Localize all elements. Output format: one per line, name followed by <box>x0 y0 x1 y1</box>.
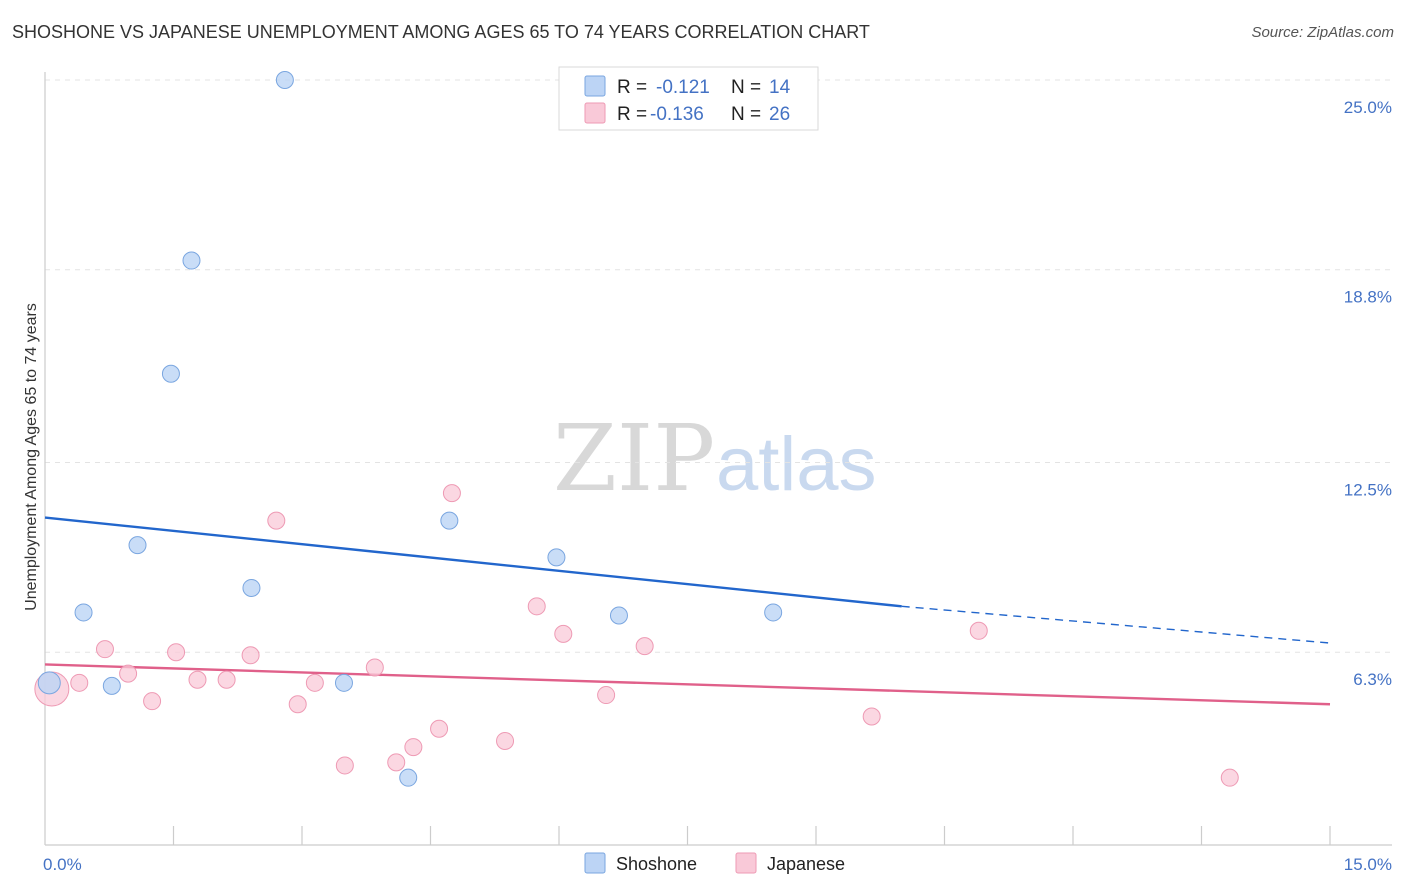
y-tick-label-1: 12.5% <box>1344 481 1392 500</box>
point-japanese-5 <box>167 643 186 662</box>
point-japanese-18 <box>496 731 515 750</box>
x-tick-label-0: 0.0% <box>43 855 82 874</box>
trendline-japanese <box>44 663 1331 706</box>
trendline-shoshone <box>44 516 902 608</box>
point-japanese-16 <box>430 719 449 738</box>
x-tick-label-1: 15.0% <box>1344 855 1392 874</box>
legend-japanese-n-value: 26 <box>769 104 790 125</box>
point-shoshone-5 <box>182 251 201 270</box>
legend-shoshone-r-value: -0.121 <box>656 77 710 98</box>
watermark-zip: ZIP <box>553 405 715 512</box>
correlation-legend: R = -0.121 N = 14 R = -0.136 N = 26 <box>558 66 819 131</box>
point-japanese-19 <box>527 597 546 616</box>
point-japanese-9 <box>267 511 286 530</box>
point-japanese-11 <box>305 673 324 692</box>
point-japanese-10 <box>288 695 307 714</box>
point-shoshone-11 <box>547 548 566 567</box>
legend-swatch-shoshone <box>584 75 606 97</box>
point-japanese-12 <box>335 756 354 775</box>
point-shoshone-2 <box>102 676 121 695</box>
bottom-legend-shoshone: Shoshone <box>616 854 697 874</box>
point-shoshone-10 <box>440 511 459 530</box>
legend-japanese-r-label: R = <box>617 104 647 125</box>
point-japanese-6 <box>188 670 207 689</box>
bottom-legend-japanese: Japanese <box>767 854 845 874</box>
point-japanese-24 <box>969 621 988 640</box>
point-shoshone-0 <box>37 671 61 695</box>
y-tick-label-2: 18.8% <box>1344 288 1392 307</box>
point-japanese-8 <box>241 646 260 665</box>
point-japanese-4 <box>143 692 162 711</box>
legend-swatch-japanese <box>584 102 606 124</box>
y-axis-label: Unemployment Among Ages 65 to 74 years <box>23 303 40 611</box>
point-shoshone-12 <box>609 606 628 625</box>
x-ticks <box>172 826 1331 845</box>
bottom-legend-swatch-japanese <box>735 852 757 874</box>
series-legend: Shoshone Japanese <box>584 852 845 874</box>
point-shoshone-6 <box>242 578 261 597</box>
point-shoshone-8 <box>334 673 353 692</box>
y-tick-label-0: 6.3% <box>1353 670 1392 689</box>
point-shoshone-13 <box>764 603 783 622</box>
point-japanese-15 <box>404 738 423 757</box>
legend-japanese-n-label: N = <box>731 104 761 125</box>
legend-shoshone-r-label: R = <box>617 77 647 98</box>
point-shoshone-7 <box>275 71 294 89</box>
gridlines <box>45 79 1392 653</box>
point-japanese-14 <box>387 753 406 772</box>
point-japanese-17 <box>442 484 461 503</box>
point-japanese-20 <box>554 624 573 643</box>
bottom-legend-swatch-shoshone <box>584 852 606 874</box>
point-japanese-22 <box>635 637 654 656</box>
point-japanese-7 <box>217 670 236 689</box>
point-japanese-13 <box>365 658 384 677</box>
legend-japanese-r-value: -0.136 <box>650 104 704 125</box>
point-japanese-1 <box>70 673 89 692</box>
chart-title: SHOSHONE VS JAPANESE UNEMPLOYMENT AMONG … <box>12 22 870 42</box>
point-shoshone-9 <box>399 768 418 787</box>
legend-shoshone-n-label: N = <box>731 77 761 98</box>
point-shoshone-4 <box>161 364 180 383</box>
point-japanese-23 <box>862 707 881 726</box>
source-label: Source: ZipAtlas.com <box>1251 24 1394 41</box>
y-tick-label-3: 25.0% <box>1344 98 1392 117</box>
point-japanese-21 <box>597 686 616 705</box>
trendline-shoshone-extension <box>901 605 1331 644</box>
point-shoshone-3 <box>128 536 147 555</box>
watermark-atlas: atlas <box>716 422 877 507</box>
point-japanese-25 <box>1220 768 1239 787</box>
point-japanese-2 <box>95 640 114 659</box>
legend-shoshone-n-value: 14 <box>769 77 791 98</box>
point-japanese-3 <box>119 664 138 683</box>
point-shoshone-1 <box>74 603 93 622</box>
